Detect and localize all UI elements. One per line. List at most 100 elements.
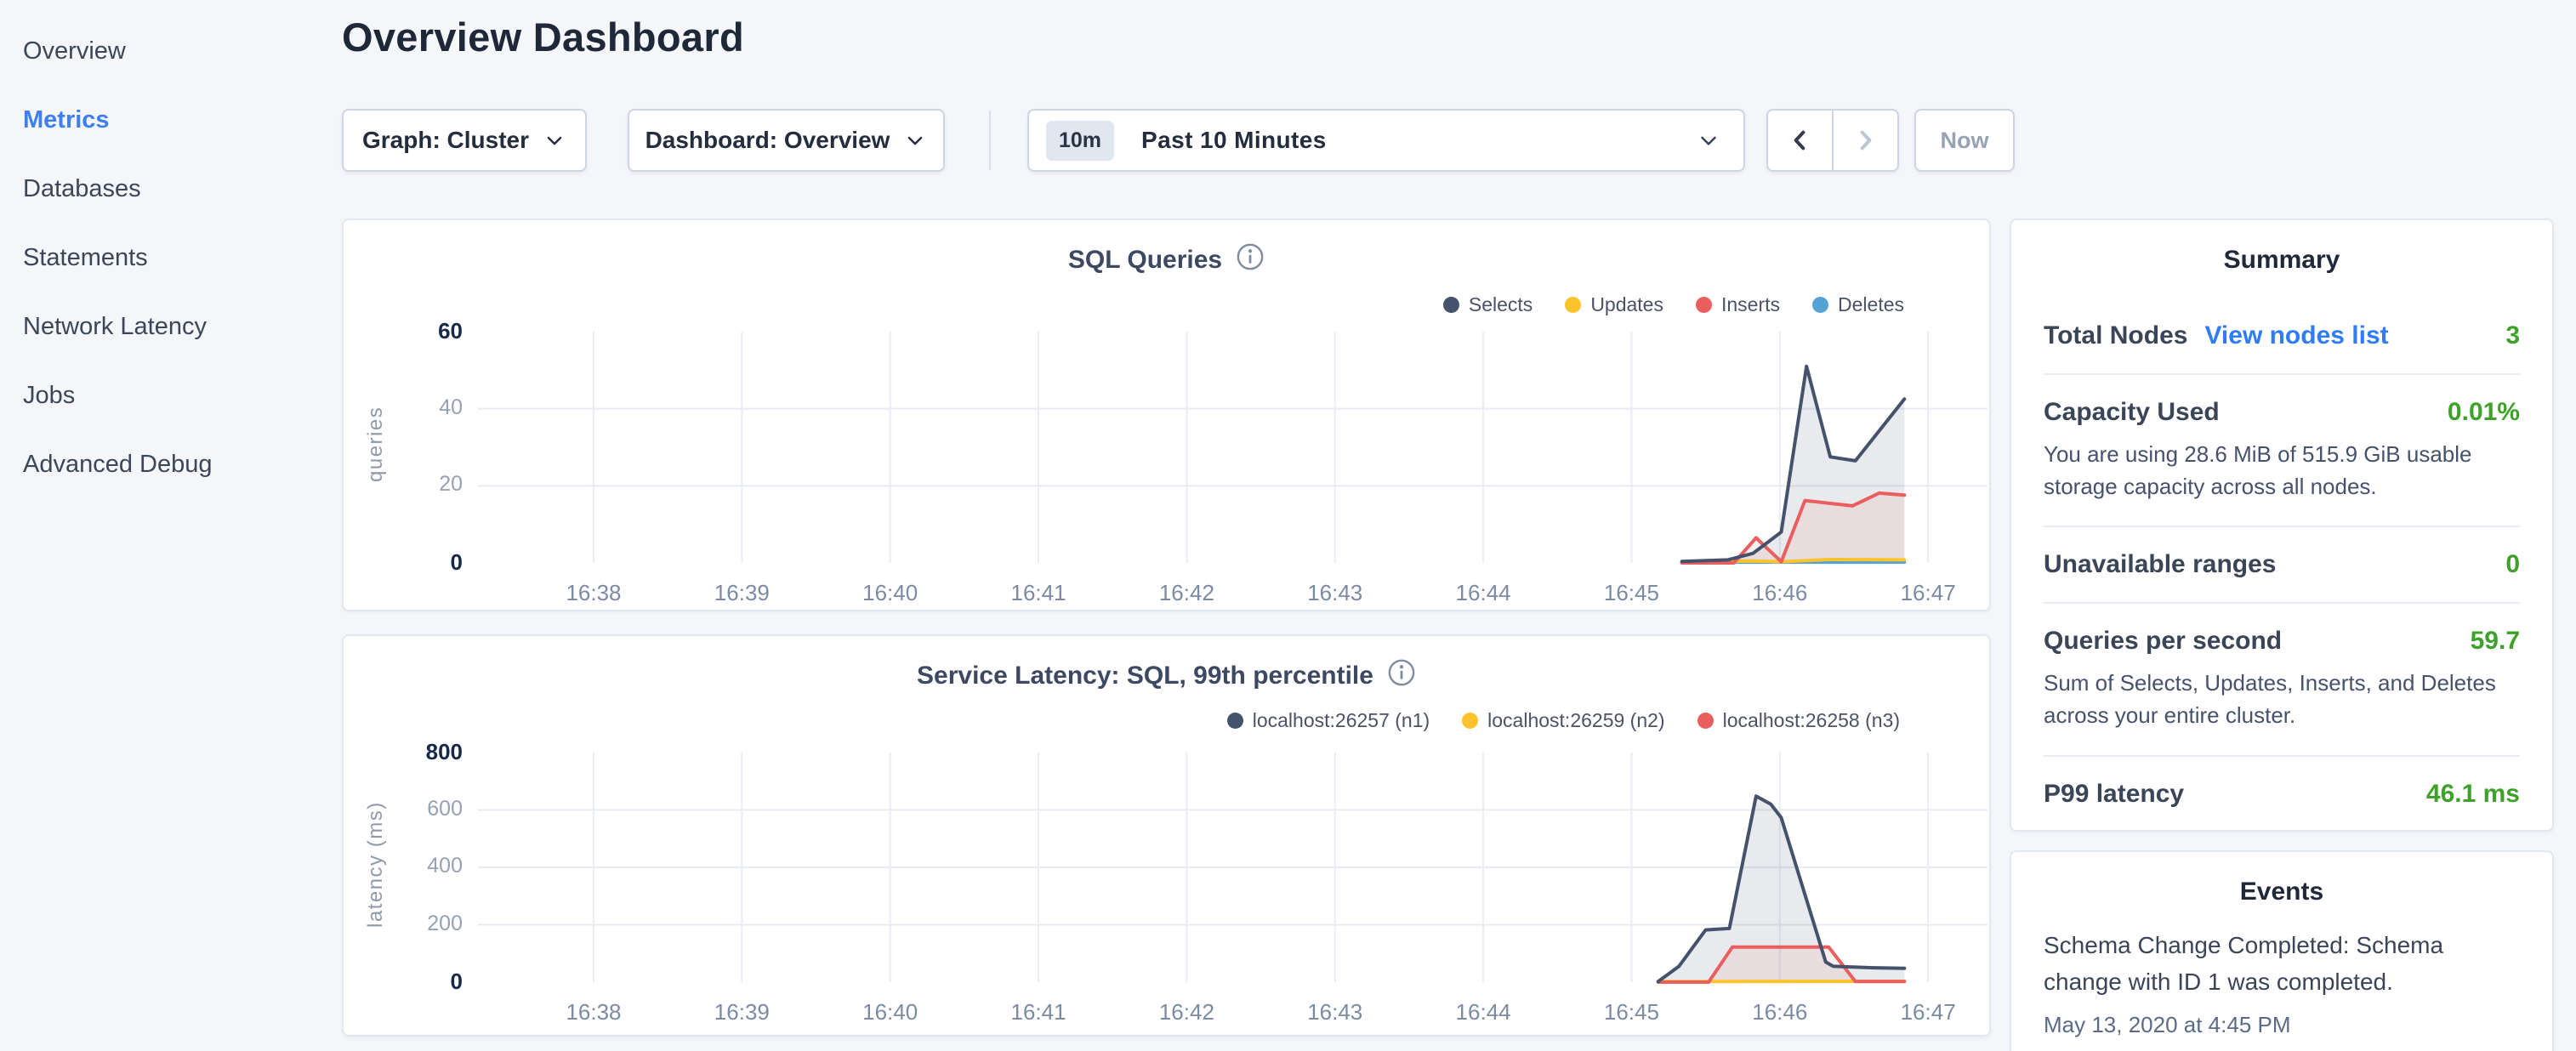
summary-row-label: P99 latency: [2044, 780, 2184, 809]
x-tick-label: 16:38: [534, 999, 653, 1025]
summary-row-value: 0.01%: [2448, 398, 2520, 427]
y-tick-label: 0: [344, 549, 463, 576]
x-tick-label: 16:39: [682, 580, 801, 606]
legend-item: Updates: [1565, 293, 1663, 316]
sidebar-item-overview[interactable]: Overview: [0, 17, 315, 86]
summary-row-value: 0: [2505, 550, 2520, 579]
legend-dot-icon: [1443, 297, 1459, 313]
legend-label: Selects: [1469, 293, 1533, 316]
y-tick-label: 800: [344, 739, 463, 765]
y-tick-label: 60: [344, 318, 463, 344]
event-item[interactable]: Schema Change Completed: Schema change w…: [2044, 927, 2520, 1038]
legend-item: localhost:26257 (n1): [1227, 709, 1430, 732]
y-tick-label: 20: [344, 472, 463, 497]
chart-plot: [478, 747, 1987, 996]
x-tick-label: 16:40: [831, 999, 950, 1025]
legend-dot-icon: [1565, 297, 1581, 313]
event-timestamp: May 13, 2020 at 4:45 PM: [2044, 1012, 2520, 1038]
now-button[interactable]: Now: [1914, 109, 2015, 172]
legend-dot-icon: [1462, 713, 1478, 729]
time-back-button[interactable]: [1768, 111, 1832, 170]
dashboard-dropdown-label: Dashboard: Overview: [645, 127, 890, 154]
summary-row-value: 3: [2505, 321, 2520, 350]
legend-label: localhost:26258 (n3): [1723, 709, 1900, 732]
chevron-down-icon: [543, 128, 566, 152]
legend-label: localhost:26257 (n1): [1253, 709, 1430, 732]
chart-title: SQL Queries: [1068, 246, 1222, 275]
time-range-dropdown[interactable]: 10m Past 10 Minutes: [1027, 109, 1745, 172]
legend-dot-icon: [1696, 297, 1712, 313]
info-icon[interactable]: [1236, 242, 1265, 278]
summary-row-label: Total Nodes: [2044, 321, 2187, 349]
chevron-down-icon: [903, 128, 927, 152]
now-button-label: Now: [1941, 128, 1989, 154]
events-panel: Events Schema Change Completed: Schema c…: [2010, 850, 2554, 1051]
x-tick-label: 16:45: [1572, 999, 1691, 1025]
x-tick-label: 16:44: [1424, 999, 1543, 1025]
sidebar-item-databases[interactable]: Databases: [0, 155, 315, 224]
service-latency-chart-card: Service Latency: SQL, 99th percentile lo…: [342, 634, 1991, 1037]
chart-plot: [478, 325, 1987, 573]
page-title: Overview Dashboard: [342, 14, 744, 60]
sidebar-item-jobs[interactable]: Jobs: [0, 361, 315, 430]
legend-item: localhost:26258 (n3): [1697, 709, 1900, 732]
summary-row-value: 59.7: [2471, 627, 2520, 656]
summary-row-queries-per-second: Queries per second 59.7 Sum of Selects, …: [2044, 604, 2520, 756]
x-tick-label: 16:46: [1720, 580, 1840, 606]
time-range-badge: 10m: [1046, 121, 1114, 161]
x-tick-label: 16:41: [979, 999, 1098, 1025]
view-nodes-list-link[interactable]: View nodes list: [2204, 321, 2388, 349]
legend-item: Selects: [1443, 293, 1533, 316]
x-tick-label: 16:38: [534, 580, 653, 606]
event-message: Schema Change Completed: Schema change w…: [2044, 927, 2520, 1001]
x-tick-label: 16:47: [1868, 580, 1987, 606]
chevron-down-icon: [1696, 128, 1721, 153]
legend-dot-icon: [1812, 297, 1828, 313]
summary-panel: Summary Total Nodes View nodes list 3 Cap…: [2010, 219, 2554, 832]
graph-dropdown[interactable]: Graph: Cluster: [342, 109, 587, 172]
y-tick-label: 600: [344, 797, 463, 821]
sql-queries-chart-card: SQL Queries SelectsUpdatesInsertsDeletes…: [342, 219, 1991, 611]
x-tick-label: 16:41: [979, 580, 1098, 606]
summary-title: Summary: [2011, 220, 2552, 275]
sidebar: Overview Metrics Databases Statements Ne…: [0, 0, 315, 1051]
summary-row-label: Capacity Used: [2044, 398, 2220, 427]
sidebar-item-advanced-debug[interactable]: Advanced Debug: [0, 430, 315, 499]
summary-row-unavailable-ranges: Unavailable ranges 0: [2044, 527, 2520, 604]
x-tick-label: 16:46: [1720, 999, 1840, 1025]
legend-label: Updates: [1590, 293, 1663, 316]
summary-row-label: Queries per second: [2044, 627, 2282, 656]
toolbar-divider: [989, 111, 991, 170]
time-pager: [1766, 109, 1899, 172]
legend-dot-icon: [1227, 713, 1243, 729]
y-tick-label: 0: [344, 969, 463, 995]
summary-row-subtext: You are using 28.6 MiB of 515.9 GiB usab…: [2044, 439, 2520, 503]
dashboard-dropdown[interactable]: Dashboard: Overview: [628, 109, 945, 172]
sidebar-item-metrics[interactable]: Metrics: [0, 86, 315, 155]
x-tick-label: 16:47: [1868, 999, 1987, 1025]
legend-item: Deletes: [1812, 293, 1904, 316]
events-title: Events: [2011, 852, 2552, 906]
summary-row-p99-latency: P99 latency 46.1 ms: [2044, 757, 2520, 832]
y-tick-label: 400: [344, 854, 463, 878]
info-icon[interactable]: [1387, 658, 1416, 694]
legend-label: localhost:26259 (n2): [1487, 709, 1664, 732]
summary-row-total-nodes: Total Nodes View nodes list 3: [2044, 298, 2520, 375]
summary-row-subtext: Sum of Selects, Updates, Inserts, and De…: [2044, 668, 2520, 731]
time-forward-button[interactable]: [1834, 111, 1897, 170]
x-tick-label: 16:42: [1127, 999, 1246, 1025]
x-tick-label: 16:40: [831, 580, 950, 606]
x-tick-label: 16:45: [1572, 580, 1691, 606]
sidebar-item-network-latency[interactable]: Network Latency: [0, 293, 315, 361]
legend-label: Deletes: [1838, 293, 1904, 316]
x-tick-label: 16:43: [1276, 999, 1395, 1025]
summary-row-label: Unavailable ranges: [2044, 550, 2276, 579]
x-tick-label: 16:43: [1276, 580, 1395, 606]
chart-legend: localhost:26257 (n1) localhost:26259 (n2)…: [1227, 709, 1900, 732]
sidebar-item-statements[interactable]: Statements: [0, 224, 315, 293]
y-tick-label: 200: [344, 912, 463, 936]
y-axis-label: queries: [364, 325, 388, 563]
summary-row-value: 46.1 ms: [2426, 780, 2520, 809]
x-tick-label: 16:39: [682, 999, 801, 1025]
time-range-label: Past 10 Minutes: [1141, 127, 1327, 154]
